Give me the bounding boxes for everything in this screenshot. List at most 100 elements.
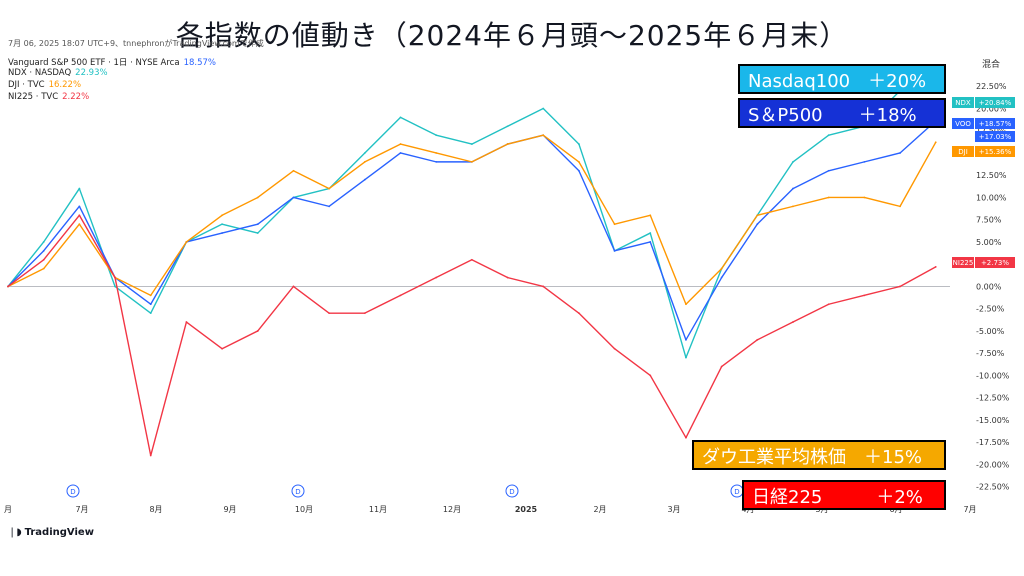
x-tick-label: 月: [4, 505, 12, 514]
legend-value: 18.57%: [183, 58, 216, 68]
data-point-dji: [863, 196, 866, 199]
data-point-ndx: [363, 152, 366, 154]
data-point-dji: [470, 160, 473, 163]
data-point-dji: [649, 214, 652, 217]
y-tick-label: -22.50%: [976, 483, 1010, 492]
x-tick-label: 7月: [963, 505, 976, 514]
dividend-marker[interactable]: [505, 484, 519, 498]
scale-mode-label[interactable]: 混合: [982, 60, 1001, 70]
dividend-marker-label: D: [734, 488, 739, 496]
legend-label: NDX · NASDAQ: [8, 68, 72, 78]
data-point-voo: [149, 303, 152, 306]
y-tick-label: 12.50%: [976, 171, 1007, 180]
data-point-ndx: [435, 134, 438, 137]
data-point-ni225: [363, 312, 366, 315]
data-point-voo: [328, 205, 331, 208]
legend-ndx[interactable]: NDX · NASDAQ 22.93%: [8, 68, 108, 78]
data-point-ndx: [578, 143, 580, 145]
data-point-ni225: [149, 454, 152, 457]
y-tick-label: -2.50%: [976, 305, 1005, 314]
data-point-ni225: [221, 347, 223, 350]
data-point-ndx: [649, 232, 652, 234]
badge-value: +2.73%: [981, 259, 1009, 267]
data-point-ni225: [685, 436, 687, 439]
data-point-ni225: [7, 285, 9, 288]
badge-value: +17.03%: [979, 133, 1012, 141]
legend-value: 2.22%: [62, 92, 90, 102]
legend-voo[interactable]: Vanguard S&P 500 ETF · 1日 · NYSE Arca 18.…: [8, 56, 216, 68]
data-point-ni225: [328, 312, 331, 315]
y-tick-label: 7.50%: [976, 216, 1002, 225]
y-tick-label: -17.50%: [976, 438, 1010, 447]
legend-dji[interactable]: DJI · TVC 16.22%: [8, 80, 81, 90]
y-tick-label: -5.00%: [976, 327, 1005, 336]
data-point-ndx: [827, 134, 830, 137]
y-tick-label: -15.00%: [976, 416, 1010, 425]
data-point-ni225: [506, 276, 509, 279]
data-point-ni225: [756, 338, 759, 341]
legend-value: 22.93%: [75, 68, 108, 78]
data-point-voo: [292, 196, 295, 199]
data-point-voo: [221, 232, 223, 234]
tradingview-logo[interactable]: ❘◗ TradingView: [8, 527, 94, 538]
data-point-dji: [185, 241, 188, 243]
data-point-voo: [78, 205, 81, 208]
data-point-voo: [756, 223, 759, 226]
data-point-voo: [42, 249, 45, 252]
data-point-ni225: [542, 285, 545, 288]
data-point-ni225: [792, 321, 794, 323]
data-point-ni225: [470, 258, 473, 261]
legend-label: NI225 · TVC: [8, 92, 59, 102]
data-point-dji: [78, 223, 81, 226]
data-point-ni225: [399, 294, 402, 297]
data-point-dji: [256, 196, 259, 199]
legend-label: Vanguard S&P 500 ETF · 1日 · NYSE Arca: [8, 58, 180, 68]
x-tick-label: 11月: [369, 505, 387, 514]
data-point-ndx: [470, 143, 473, 145]
data-point-ni225: [899, 285, 901, 288]
data-point-ni225: [827, 303, 830, 306]
x-tick-label: 2月: [593, 505, 606, 514]
y-tick-label: 0.00%: [976, 282, 1002, 291]
badge-ticker-bg: [952, 146, 974, 157]
badge-ticker: VOO: [955, 120, 971, 128]
badge-value: +20.84%: [979, 99, 1012, 107]
y-tick-label: 20.00%: [976, 104, 1007, 113]
data-point-dji: [328, 187, 331, 190]
callout-dow: ダウ工業平均株価 ＋15%: [692, 440, 946, 470]
dividend-marker[interactable]: [66, 484, 80, 498]
data-point-voo: [863, 160, 866, 163]
data-point-ndx: [685, 356, 687, 359]
data-point-voo: [399, 152, 402, 154]
badge-ticker: NI225: [953, 259, 974, 267]
badge-value: +15.36%: [979, 148, 1012, 156]
data-point-voo: [256, 223, 259, 226]
dividend-marker[interactable]: [291, 484, 305, 498]
badge-ticker-bg: [952, 118, 974, 129]
x-tick-label: 2025: [515, 505, 538, 514]
dividend-marker-label: D: [295, 488, 300, 496]
x-tick-label: 7月: [75, 505, 88, 514]
x-tick-label: 12月: [443, 505, 461, 514]
data-point-dji: [506, 143, 509, 145]
data-point-ni225: [256, 330, 259, 332]
data-point-dji: [578, 160, 580, 163]
y-tick-label: 10.00%: [976, 193, 1007, 202]
data-point-dji: [934, 141, 937, 144]
data-point-voo: [792, 187, 794, 190]
data-point-ni225: [720, 365, 723, 368]
badge-ticker: DJI: [958, 148, 968, 156]
data-point-ndx: [542, 107, 545, 110]
data-point-ndx: [149, 312, 152, 315]
data-point-ni225: [114, 276, 116, 279]
data-point-dji: [363, 160, 366, 163]
data-point-dji: [435, 152, 438, 154]
data-point-dji: [792, 205, 794, 208]
badge-value-bg: [975, 146, 1015, 157]
data-point-dji: [542, 134, 545, 137]
data-point-voo: [827, 169, 830, 172]
legend-ni225[interactable]: NI225 · TVC 2.22%: [8, 92, 89, 102]
y-tick-label: -12.50%: [976, 394, 1010, 403]
data-point-dji: [756, 214, 759, 217]
x-tick-label: 8月: [149, 505, 162, 514]
